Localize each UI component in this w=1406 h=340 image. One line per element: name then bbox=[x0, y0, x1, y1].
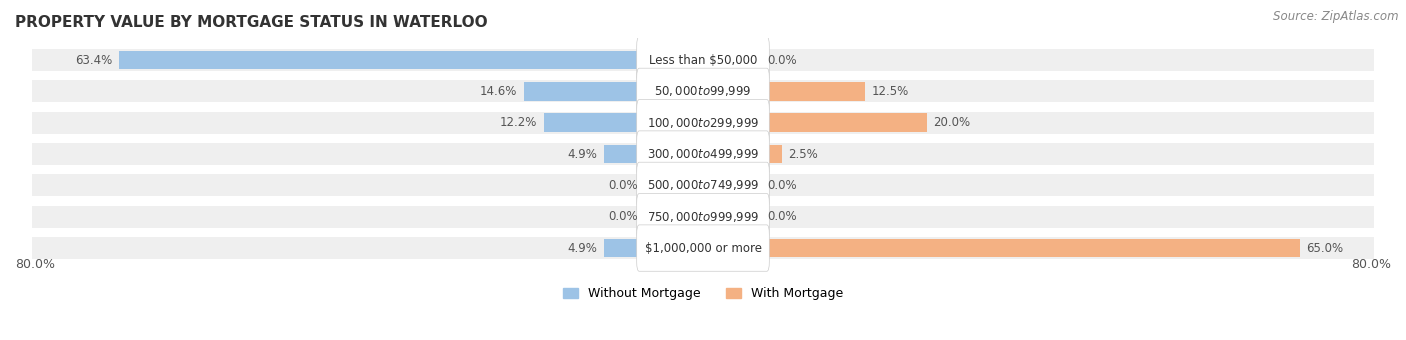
Text: 12.5%: 12.5% bbox=[872, 85, 908, 98]
FancyBboxPatch shape bbox=[637, 162, 769, 209]
Text: 63.4%: 63.4% bbox=[76, 53, 112, 67]
Text: 65.0%: 65.0% bbox=[1306, 242, 1344, 255]
Text: $750,000 to $999,999: $750,000 to $999,999 bbox=[647, 210, 759, 224]
Text: 12.2%: 12.2% bbox=[501, 116, 537, 129]
Text: 20.0%: 20.0% bbox=[934, 116, 970, 129]
Bar bbox=[761, 239, 1299, 257]
Text: $100,000 to $299,999: $100,000 to $299,999 bbox=[647, 116, 759, 130]
Bar bbox=[31, 237, 1375, 259]
Text: 4.9%: 4.9% bbox=[568, 242, 598, 255]
Legend: Without Mortgage, With Mortgage: Without Mortgage, With Mortgage bbox=[562, 287, 844, 300]
Text: $500,000 to $749,999: $500,000 to $749,999 bbox=[647, 178, 759, 192]
Text: $50,000 to $99,999: $50,000 to $99,999 bbox=[654, 84, 752, 98]
Text: PROPERTY VALUE BY MORTGAGE STATUS IN WATERLOO: PROPERTY VALUE BY MORTGAGE STATUS IN WAT… bbox=[15, 15, 488, 30]
FancyBboxPatch shape bbox=[637, 100, 769, 146]
Text: 2.5%: 2.5% bbox=[789, 148, 818, 160]
Bar bbox=[524, 82, 645, 101]
Text: 0.0%: 0.0% bbox=[609, 210, 638, 223]
Text: Source: ZipAtlas.com: Source: ZipAtlas.com bbox=[1274, 10, 1399, 23]
Text: 0.0%: 0.0% bbox=[609, 179, 638, 192]
Bar bbox=[31, 81, 1375, 102]
FancyBboxPatch shape bbox=[637, 68, 769, 115]
Text: 0.0%: 0.0% bbox=[768, 179, 797, 192]
Bar bbox=[761, 82, 865, 101]
FancyBboxPatch shape bbox=[637, 37, 769, 83]
Bar bbox=[31, 49, 1375, 71]
Text: $1,000,000 or more: $1,000,000 or more bbox=[644, 242, 762, 255]
Bar bbox=[31, 174, 1375, 197]
Bar bbox=[544, 113, 645, 132]
Bar bbox=[605, 144, 645, 164]
Text: 0.0%: 0.0% bbox=[768, 210, 797, 223]
FancyBboxPatch shape bbox=[637, 225, 769, 271]
Text: 80.0%: 80.0% bbox=[1351, 258, 1391, 271]
Text: 80.0%: 80.0% bbox=[15, 258, 55, 271]
Text: $300,000 to $499,999: $300,000 to $499,999 bbox=[647, 147, 759, 161]
Bar bbox=[31, 143, 1375, 165]
Bar bbox=[761, 144, 782, 164]
Text: 0.0%: 0.0% bbox=[768, 53, 797, 67]
Bar bbox=[120, 51, 645, 69]
Bar bbox=[761, 113, 927, 132]
Bar bbox=[605, 239, 645, 257]
Bar bbox=[31, 112, 1375, 134]
FancyBboxPatch shape bbox=[637, 131, 769, 177]
Text: Less than $50,000: Less than $50,000 bbox=[648, 53, 758, 67]
Text: 4.9%: 4.9% bbox=[568, 148, 598, 160]
FancyBboxPatch shape bbox=[637, 193, 769, 240]
Bar bbox=[31, 206, 1375, 228]
Text: 14.6%: 14.6% bbox=[479, 85, 517, 98]
